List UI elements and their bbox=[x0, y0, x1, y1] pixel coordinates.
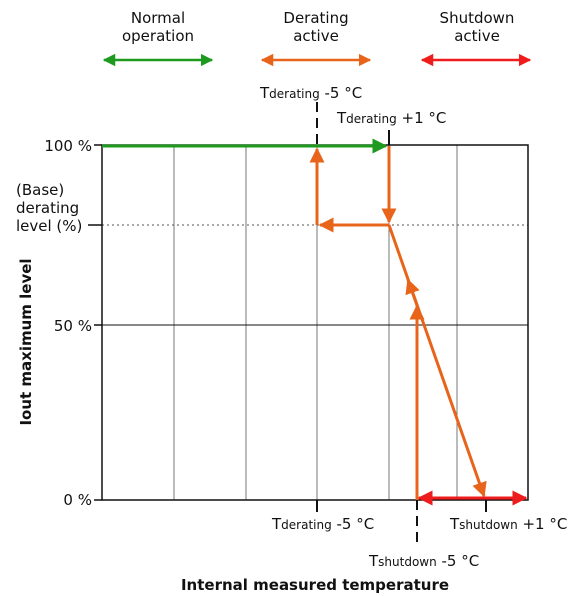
temp-sub: derating bbox=[346, 112, 397, 126]
temp-T: T bbox=[272, 515, 282, 533]
region-normal-line1: Normal bbox=[130, 9, 186, 27]
y-label-base-line3: level (%) bbox=[16, 217, 83, 235]
temp-sub: derating bbox=[269, 87, 320, 101]
y-label-base-line2: derating bbox=[16, 199, 80, 217]
grid bbox=[102, 145, 528, 500]
temp-rest: -5 °C bbox=[331, 515, 375, 533]
y-label-base-line1: (Base) bbox=[16, 181, 65, 199]
y-label-50: 50 % bbox=[53, 317, 92, 335]
region-derating-label: Derating active bbox=[270, 9, 362, 45]
temp-rest: -5 °C bbox=[436, 552, 480, 570]
region-derating-line2: active bbox=[293, 27, 339, 45]
y-label-100: 100 % bbox=[44, 137, 92, 155]
y-label-0: 0 % bbox=[63, 491, 92, 509]
temp-rest: +1 °C bbox=[396, 109, 447, 127]
y-label-base: (Base) derating level (%) bbox=[16, 181, 82, 235]
temp-T: T bbox=[337, 109, 347, 127]
temp-rest: -5 °C bbox=[319, 84, 363, 102]
y-axis-label: Iout maximum level bbox=[17, 258, 35, 426]
region-normal-line2: operation bbox=[121, 27, 195, 45]
temp-sub: derating bbox=[281, 518, 332, 532]
derating-hysteresis-paths bbox=[309, 146, 487, 500]
region-shutdown-label: Shutdown active bbox=[428, 9, 526, 45]
temp-T: T bbox=[260, 84, 270, 102]
region-derating-line1: Derating bbox=[283, 9, 349, 27]
plot-frame bbox=[101, 144, 529, 501]
temp-label-derating-plus-top: Tderating +1 °C bbox=[337, 109, 446, 128]
temp-label-derating-minus-bottom: Tderating -5 °C bbox=[272, 515, 374, 534]
region-shutdown-line1: Shutdown bbox=[439, 9, 515, 27]
region-shutdown-line2: active bbox=[454, 27, 500, 45]
temp-sub: shutdown bbox=[459, 518, 518, 532]
temp-T: T bbox=[450, 515, 460, 533]
temp-T: T bbox=[369, 552, 379, 570]
temp-sub: shutdown bbox=[378, 555, 437, 569]
temp-rest: +1 °C bbox=[517, 515, 568, 533]
temp-label-shutdown-minus-bottom: Tshutdown -5 °C bbox=[369, 552, 479, 571]
temp-label-shutdown-plus-bottom: Tshutdown +1 °C bbox=[450, 515, 567, 534]
region-normal-label: Normal operation bbox=[112, 9, 204, 45]
x-axis-label: Internal measured temperature bbox=[180, 576, 450, 594]
temp-label-derating-minus-top: Tderating -5 °C bbox=[260, 84, 362, 103]
